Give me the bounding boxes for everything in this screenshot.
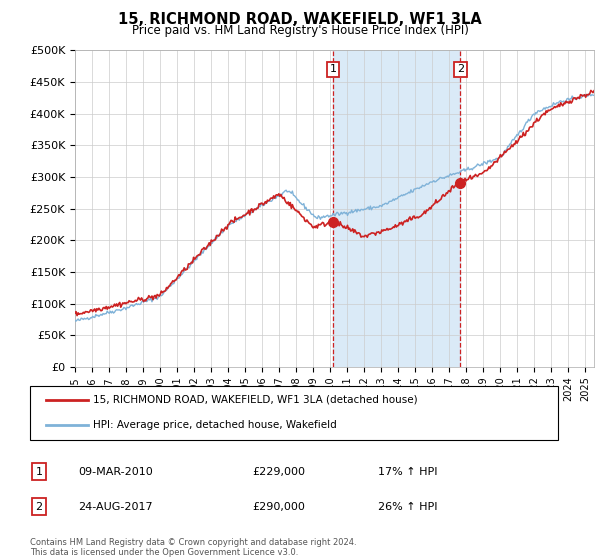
Text: 26% ↑ HPI: 26% ↑ HPI bbox=[378, 502, 437, 512]
Text: 1: 1 bbox=[329, 64, 337, 74]
Text: £229,000: £229,000 bbox=[252, 466, 305, 477]
Text: £290,000: £290,000 bbox=[252, 502, 305, 512]
Text: 09-MAR-2010: 09-MAR-2010 bbox=[78, 466, 153, 477]
Text: 17% ↑ HPI: 17% ↑ HPI bbox=[378, 466, 437, 477]
Text: Price paid vs. HM Land Registry's House Price Index (HPI): Price paid vs. HM Land Registry's House … bbox=[131, 24, 469, 37]
Text: 24-AUG-2017: 24-AUG-2017 bbox=[78, 502, 152, 512]
Text: Contains HM Land Registry data © Crown copyright and database right 2024.
This d: Contains HM Land Registry data © Crown c… bbox=[30, 538, 356, 557]
Text: 2: 2 bbox=[457, 64, 464, 74]
FancyBboxPatch shape bbox=[30, 386, 558, 440]
Text: 15, RICHMOND ROAD, WAKEFIELD, WF1 3LA: 15, RICHMOND ROAD, WAKEFIELD, WF1 3LA bbox=[118, 12, 482, 27]
Text: 1: 1 bbox=[35, 466, 43, 477]
Text: 2: 2 bbox=[35, 502, 43, 512]
Bar bbox=[333, 50, 460, 367]
Text: HPI: Average price, detached house, Wakefield: HPI: Average price, detached house, Wake… bbox=[94, 419, 337, 430]
Text: 15, RICHMOND ROAD, WAKEFIELD, WF1 3LA (detached house): 15, RICHMOND ROAD, WAKEFIELD, WF1 3LA (d… bbox=[94, 395, 418, 405]
